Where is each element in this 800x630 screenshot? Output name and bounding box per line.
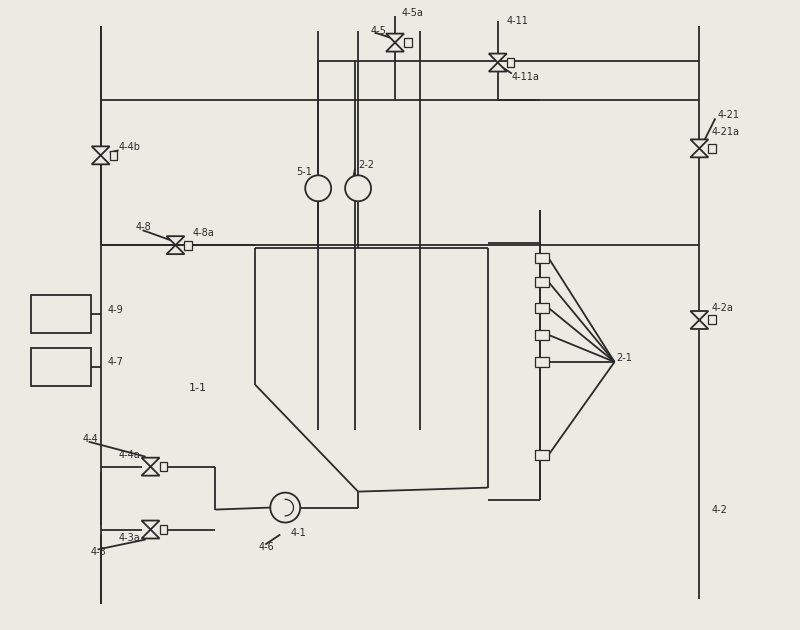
Polygon shape: [386, 33, 404, 43]
Circle shape: [306, 175, 331, 201]
Text: 4-4b: 4-4b: [118, 142, 141, 152]
Text: 4-5: 4-5: [370, 26, 386, 36]
Text: 4-8a: 4-8a: [193, 228, 214, 238]
Bar: [708, 316, 716, 324]
Polygon shape: [142, 467, 159, 476]
Text: 4-1: 4-1: [290, 527, 306, 537]
Text: 4-11: 4-11: [506, 16, 529, 26]
Bar: [534, 330, 549, 340]
Text: 2-1: 2-1: [617, 353, 632, 363]
Bar: [31, 295, 90, 333]
Bar: [534, 357, 549, 367]
Text: 4-21a: 4-21a: [711, 127, 739, 137]
Bar: [159, 525, 167, 534]
Bar: [534, 303, 549, 313]
Polygon shape: [690, 320, 708, 329]
Text: 4-8: 4-8: [135, 222, 151, 232]
Polygon shape: [690, 139, 708, 149]
Polygon shape: [489, 62, 506, 72]
Text: 4-3a: 4-3a: [118, 532, 140, 542]
Bar: [159, 462, 167, 471]
Bar: [534, 450, 549, 460]
Polygon shape: [690, 149, 708, 158]
Text: 4-11a: 4-11a: [512, 72, 540, 81]
Polygon shape: [142, 457, 159, 467]
Bar: [534, 277, 549, 287]
Text: 4-21: 4-21: [718, 110, 739, 120]
Bar: [404, 38, 412, 47]
Polygon shape: [489, 54, 506, 62]
Text: 4-2a: 4-2a: [711, 303, 733, 313]
Text: 4-7: 4-7: [108, 357, 123, 367]
Bar: [506, 58, 514, 67]
Text: 4-4a: 4-4a: [118, 450, 140, 460]
Polygon shape: [142, 520, 159, 530]
Bar: [708, 144, 716, 153]
Polygon shape: [92, 156, 110, 164]
Polygon shape: [690, 311, 708, 320]
Polygon shape: [386, 43, 404, 52]
Polygon shape: [166, 236, 185, 245]
Polygon shape: [142, 530, 159, 539]
Text: 5-1: 5-1: [296, 168, 312, 177]
Circle shape: [270, 493, 300, 522]
Bar: [534, 253, 549, 263]
Text: 4-4: 4-4: [82, 433, 98, 444]
Polygon shape: [166, 245, 185, 254]
Text: 4-3: 4-3: [90, 547, 106, 558]
Text: 4-5a: 4-5a: [402, 8, 424, 18]
Text: 4-2: 4-2: [711, 505, 727, 515]
Bar: [185, 241, 192, 249]
Text: 4-9: 4-9: [108, 305, 123, 315]
Bar: [31, 348, 90, 386]
Polygon shape: [92, 146, 110, 156]
Text: 1-1: 1-1: [189, 383, 206, 393]
Text: 2-2: 2-2: [358, 160, 374, 170]
Circle shape: [345, 175, 371, 201]
Bar: [110, 151, 118, 160]
Text: 4-6: 4-6: [258, 542, 274, 553]
